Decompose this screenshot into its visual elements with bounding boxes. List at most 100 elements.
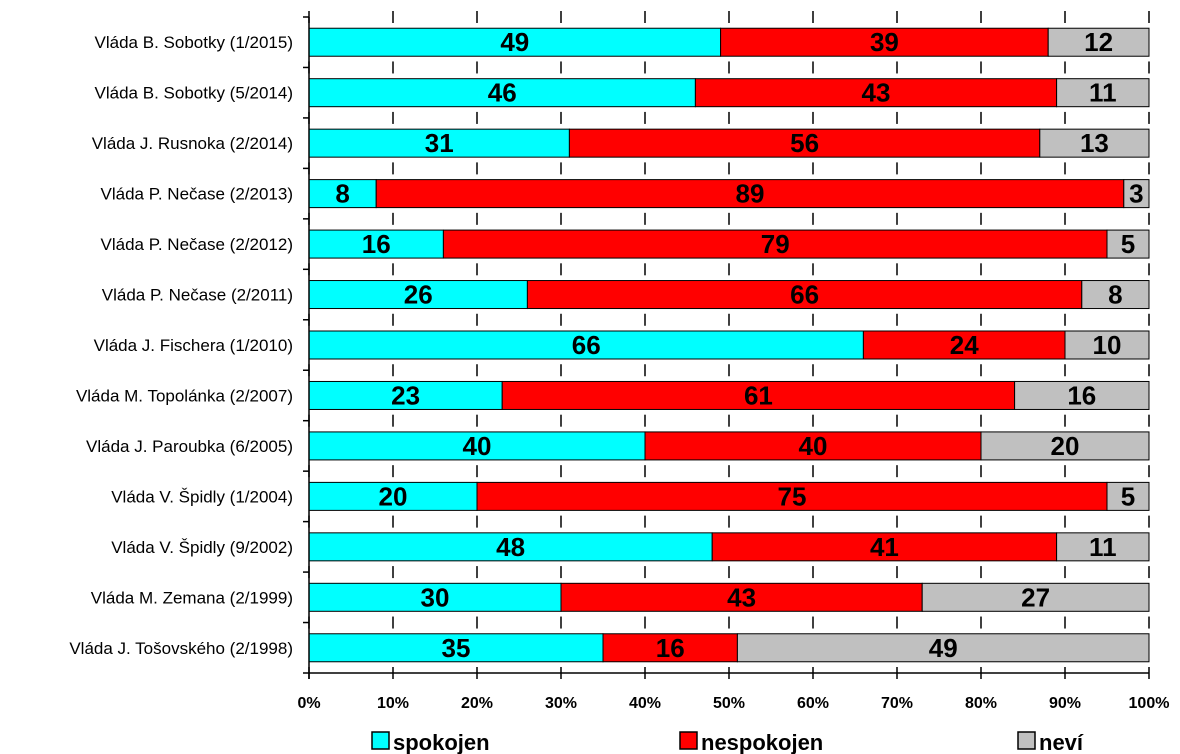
bar-nespokojen-0	[720, 27, 1049, 57]
x-tick-label-7: 70%	[881, 695, 913, 712]
category-label-12: Vláda J. Tošovského (2/1998)	[69, 639, 293, 658]
data-label-spokojen-11: 30	[421, 582, 450, 612]
bar-neví-6	[1064, 330, 1150, 360]
data-label-neví-0: 12	[1084, 27, 1113, 57]
data-label-spokojen-0: 49	[500, 27, 529, 57]
bar-nespokojen-9	[476, 481, 1108, 511]
bar-spokojen-0	[308, 27, 722, 57]
legend-swatch-spokojen	[371, 731, 390, 750]
data-label-spokojen-5: 26	[404, 280, 433, 310]
bar-neví-10	[1056, 532, 1150, 562]
data-label-spokojen-9: 20	[379, 481, 408, 511]
bar-spokojen-2	[308, 128, 570, 158]
bar-nespokojen-6	[862, 330, 1066, 360]
data-label-neví-10: 11	[1089, 532, 1117, 562]
bar-spokojen-8	[308, 431, 646, 461]
labels-layer: 49 39 12 Vláda B. Sobotky (1/2015) 46 43 11 Vlá…	[69, 27, 1169, 712]
x-tick-label-9: 90%	[1049, 695, 1081, 712]
bar-spokojen-3	[308, 179, 377, 209]
data-label-spokojen-7: 23	[391, 380, 420, 410]
data-label-nespokojen-4: 79	[761, 229, 790, 259]
axes-layer	[303, 11, 1150, 679]
x-tick-label-8: 80%	[965, 695, 997, 712]
data-label-nespokojen-5: 66	[790, 280, 819, 310]
data-label-neví-9: 5	[1121, 481, 1135, 511]
data-label-neví-2: 13	[1080, 128, 1109, 158]
bar-neví-1	[1056, 78, 1150, 108]
data-label-neví-1: 11	[1089, 78, 1117, 108]
x-tick-label-10: 100%	[1129, 695, 1170, 712]
data-label-nespokojen-10: 41	[870, 532, 899, 562]
category-label-4: Vláda P. Nečase (2/2012)	[101, 235, 293, 254]
legend-label-neví: neví	[1039, 730, 1084, 754]
bar-neví-4	[1106, 229, 1150, 259]
data-label-neví-4: 5	[1121, 229, 1135, 259]
data-label-neví-6: 10	[1093, 330, 1122, 360]
bar-neví-8	[980, 431, 1150, 461]
x-tick-label-3: 30%	[545, 695, 577, 712]
data-label-neví-11: 27	[1021, 582, 1050, 612]
data-label-spokojen-2: 31	[425, 128, 454, 158]
bar-spokojen-9	[308, 481, 478, 511]
bar-neví-2	[1039, 128, 1150, 158]
bar-neví-3	[1123, 179, 1150, 209]
data-label-nespokojen-7: 61	[744, 380, 773, 410]
bar-neví-9	[1106, 481, 1150, 511]
data-label-neví-5: 8	[1108, 280, 1122, 310]
x-tick-label-5: 50%	[713, 695, 745, 712]
category-label-0: Vláda B. Sobotky (1/2015)	[95, 33, 293, 52]
legend-swatch-nespokojen	[679, 731, 698, 750]
data-label-nespokojen-8: 40	[799, 431, 828, 461]
data-label-spokojen-1: 46	[488, 78, 517, 108]
category-label-7: Vláda M. Topolánka (2/2007)	[76, 386, 293, 405]
data-label-spokojen-10: 48	[496, 532, 525, 562]
data-label-nespokojen-0: 39	[870, 27, 899, 57]
data-label-spokojen-8: 40	[463, 431, 492, 461]
data-label-spokojen-12: 35	[442, 633, 471, 663]
category-label-5: Vláda P. Nečase (2/2011)	[102, 286, 293, 305]
data-label-nespokojen-1: 43	[862, 78, 891, 108]
bar-spokojen-11	[308, 582, 562, 612]
category-label-6: Vláda J. Fischera (1/2010)	[94, 336, 293, 355]
data-label-spokojen-4: 16	[362, 229, 391, 259]
bar-neví-5	[1081, 280, 1150, 310]
bar-spokojen-7	[308, 380, 503, 410]
bar-neví-0	[1047, 27, 1150, 57]
x-tick-label-6: 60%	[797, 695, 829, 712]
data-label-spokojen-6: 66	[572, 330, 601, 360]
data-label-nespokojen-2: 56	[790, 128, 819, 158]
data-label-nespokojen-11: 43	[727, 582, 756, 612]
bar-nespokojen-2	[568, 128, 1041, 158]
x-tick-label-2: 20%	[461, 695, 493, 712]
bar-nespokojen-7	[501, 380, 1016, 410]
category-label-11: Vláda M. Zemana (2/1999)	[91, 588, 293, 607]
category-label-1: Vláda B. Sobotky (5/2014)	[95, 84, 293, 103]
bar-nespokojen-5	[526, 280, 1083, 310]
bar-nespokojen-11	[560, 582, 923, 612]
x-tick-label-0: 0%	[297, 695, 320, 712]
category-label-3: Vláda P. Nečase (2/2013)	[101, 185, 293, 204]
x-tick-label-1: 10%	[377, 695, 409, 712]
data-label-spokojen-3: 8	[335, 179, 349, 209]
bar-spokojen-6	[308, 330, 864, 360]
category-label-10: Vláda V. Špidly (9/2002)	[111, 538, 293, 557]
bar-nespokojen-1	[694, 78, 1058, 108]
bar-neví-11	[921, 582, 1150, 612]
data-label-neví-7: 16	[1067, 380, 1096, 410]
bar-spokojen-4	[308, 229, 444, 259]
data-label-neví-12: 49	[929, 633, 958, 663]
bar-spokojen-10	[308, 532, 713, 562]
data-label-neví-3: 3	[1129, 179, 1143, 209]
x-tick-label-4: 40%	[629, 695, 661, 712]
bar-nespokojen-4	[442, 229, 1108, 259]
data-label-nespokojen-3: 89	[736, 179, 765, 209]
bar-neví-7	[1014, 380, 1150, 410]
bar-neví-12	[736, 633, 1150, 663]
legend: spokojen nespokojen neví	[371, 730, 1084, 754]
data-label-nespokojen-9: 75	[778, 481, 807, 511]
bars-layer	[308, 27, 1150, 663]
category-label-2: Vláda J. Rusnoka (2/2014)	[92, 134, 293, 153]
data-label-nespokojen-6: 24	[950, 330, 979, 360]
legend-swatch-neví	[1017, 731, 1036, 750]
category-label-8: Vláda J. Paroubka (6/2005)	[86, 437, 293, 456]
